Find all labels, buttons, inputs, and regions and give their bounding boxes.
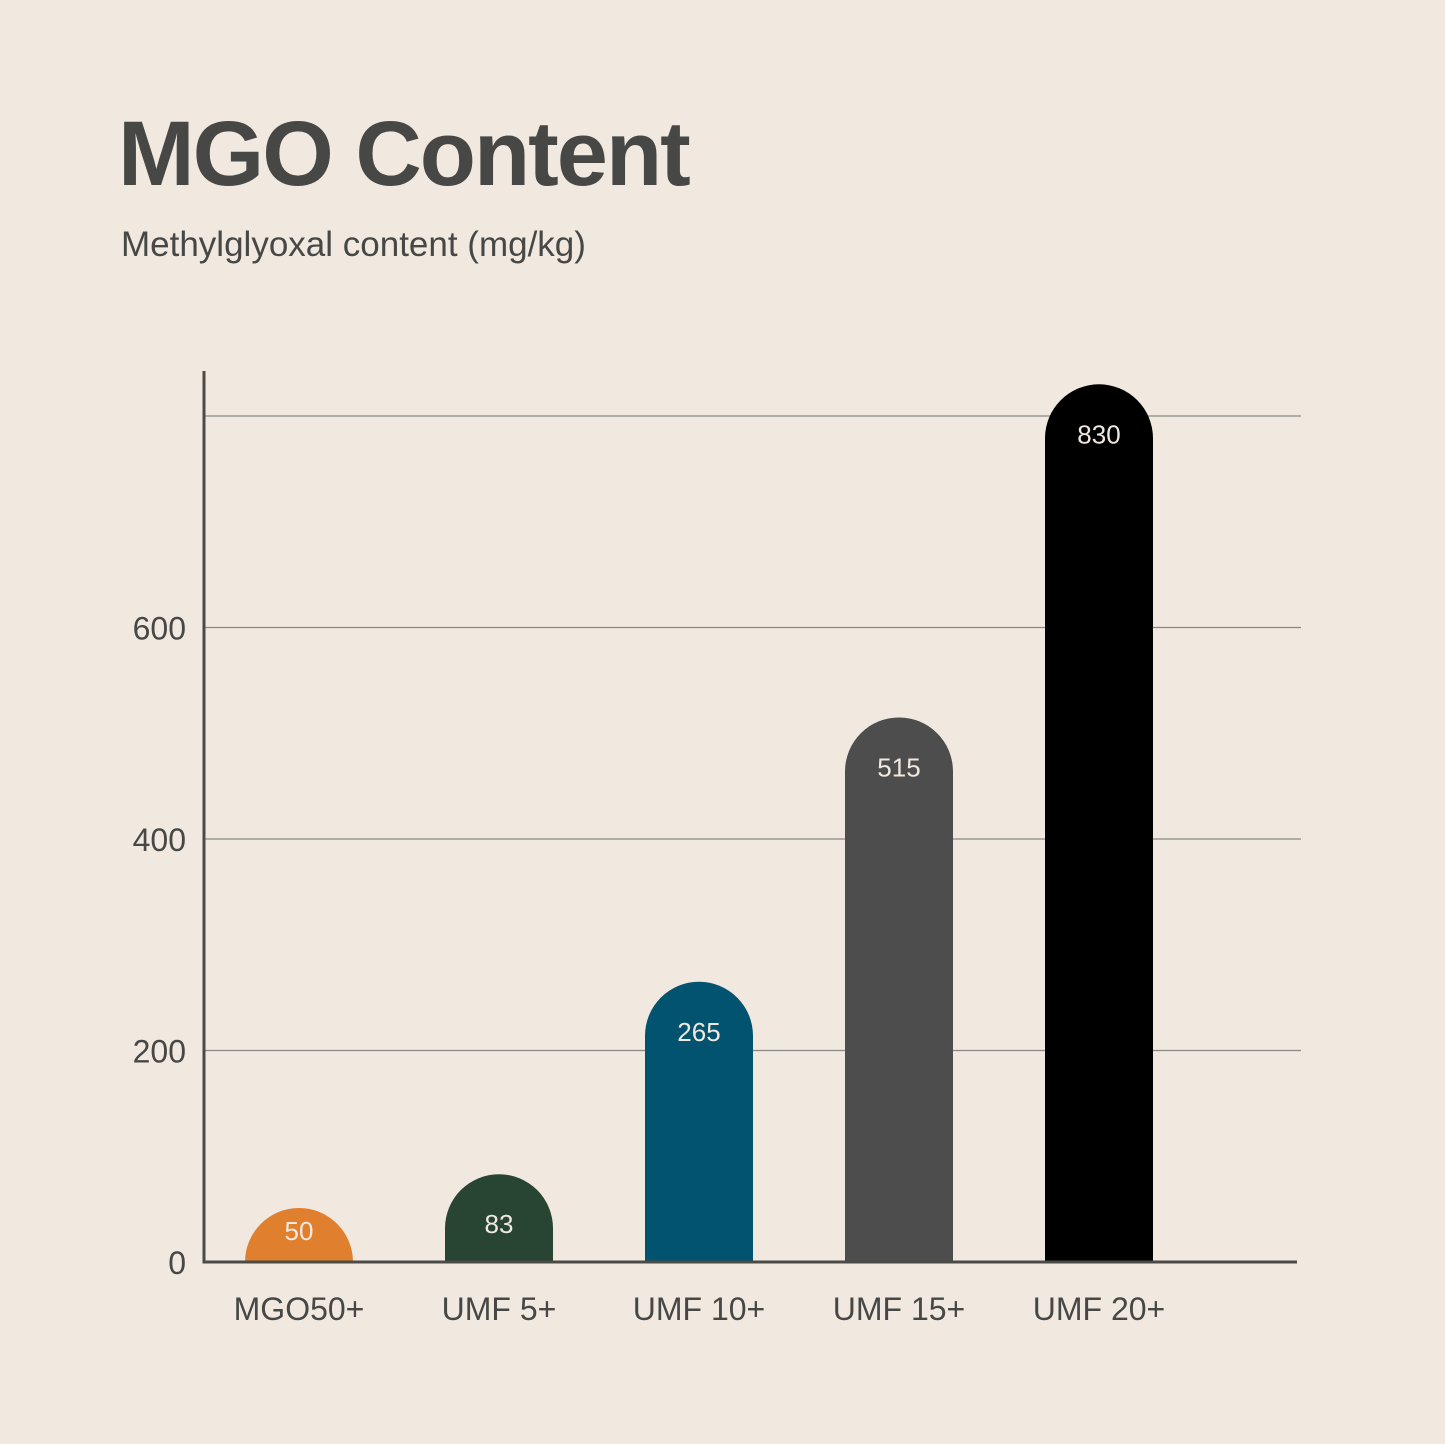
y-tick-label: 600 (133, 611, 186, 647)
bar-value-label: 515 (877, 752, 920, 782)
y-tick-label: 0 (168, 1245, 186, 1281)
bars: 50 83 265 515 830 (245, 384, 1153, 1262)
bar-umf-10- (645, 981, 753, 1262)
bar-mgo50- (245, 1208, 353, 1262)
y-axis-tick-labels: 0 200 400 600 (133, 611, 186, 1282)
x-tick-label: UMF 15+ (833, 1291, 965, 1327)
x-tick-label: MGO50+ (234, 1291, 365, 1327)
x-tick-label: UMF 5+ (442, 1291, 557, 1327)
bar-value-label: 830 (1077, 419, 1120, 449)
x-tick-label: UMF 20+ (1033, 1291, 1165, 1327)
chart-title: MGO Content (118, 103, 691, 205)
bar-umf-5- (445, 1174, 553, 1262)
bar-umf-15- (845, 717, 953, 1262)
bar-umf-20- (1045, 384, 1153, 1262)
bar-value-label: 50 (285, 1216, 314, 1246)
x-axis-tick-labels: MGO50+ UMF 5+ UMF 10+ UMF 15+ UMF 20+ (234, 1291, 1166, 1327)
x-tick-label: UMF 10+ (633, 1291, 765, 1327)
bar-value-label: 83 (485, 1209, 514, 1239)
y-tick-label: 400 (133, 822, 186, 858)
chart-subtitle: Methylglyoxal content (mg/kg) (121, 225, 586, 264)
bar-value-label: 265 (677, 1017, 720, 1047)
y-tick-label: 200 (133, 1034, 186, 1070)
